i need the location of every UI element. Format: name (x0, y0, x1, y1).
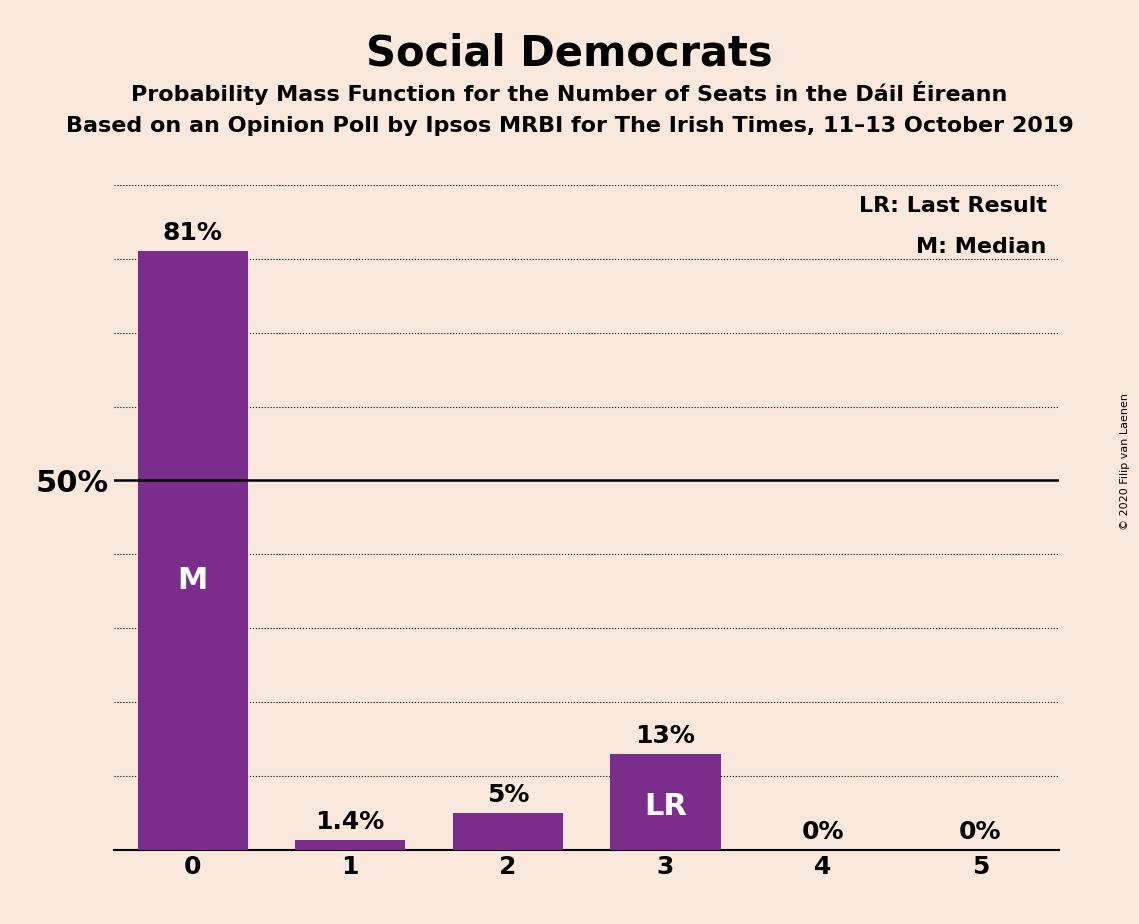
Text: M: M (178, 566, 208, 595)
Text: Social Democrats: Social Democrats (366, 32, 773, 74)
Text: 81%: 81% (163, 222, 222, 246)
Text: LR: Last Result: LR: Last Result (859, 196, 1047, 216)
Text: 0%: 0% (802, 821, 844, 845)
Text: LR: LR (644, 793, 687, 821)
Text: 1.4%: 1.4% (316, 809, 385, 833)
Text: Probability Mass Function for the Number of Seats in the Dáil Éireann: Probability Mass Function for the Number… (131, 81, 1008, 105)
Bar (138, 251, 248, 850)
Text: 5%: 5% (486, 784, 528, 808)
Text: M: Median: M: Median (916, 237, 1047, 257)
Bar (452, 813, 563, 850)
Text: 13%: 13% (636, 724, 695, 748)
Text: © 2020 Filip van Laenen: © 2020 Filip van Laenen (1121, 394, 1130, 530)
Text: 0%: 0% (959, 821, 1001, 845)
Text: Based on an Opinion Poll by Ipsos MRBI for The Irish Times, 11–13 October 2019: Based on an Opinion Poll by Ipsos MRBI f… (66, 116, 1073, 136)
Bar (611, 754, 721, 850)
Bar (295, 840, 405, 850)
